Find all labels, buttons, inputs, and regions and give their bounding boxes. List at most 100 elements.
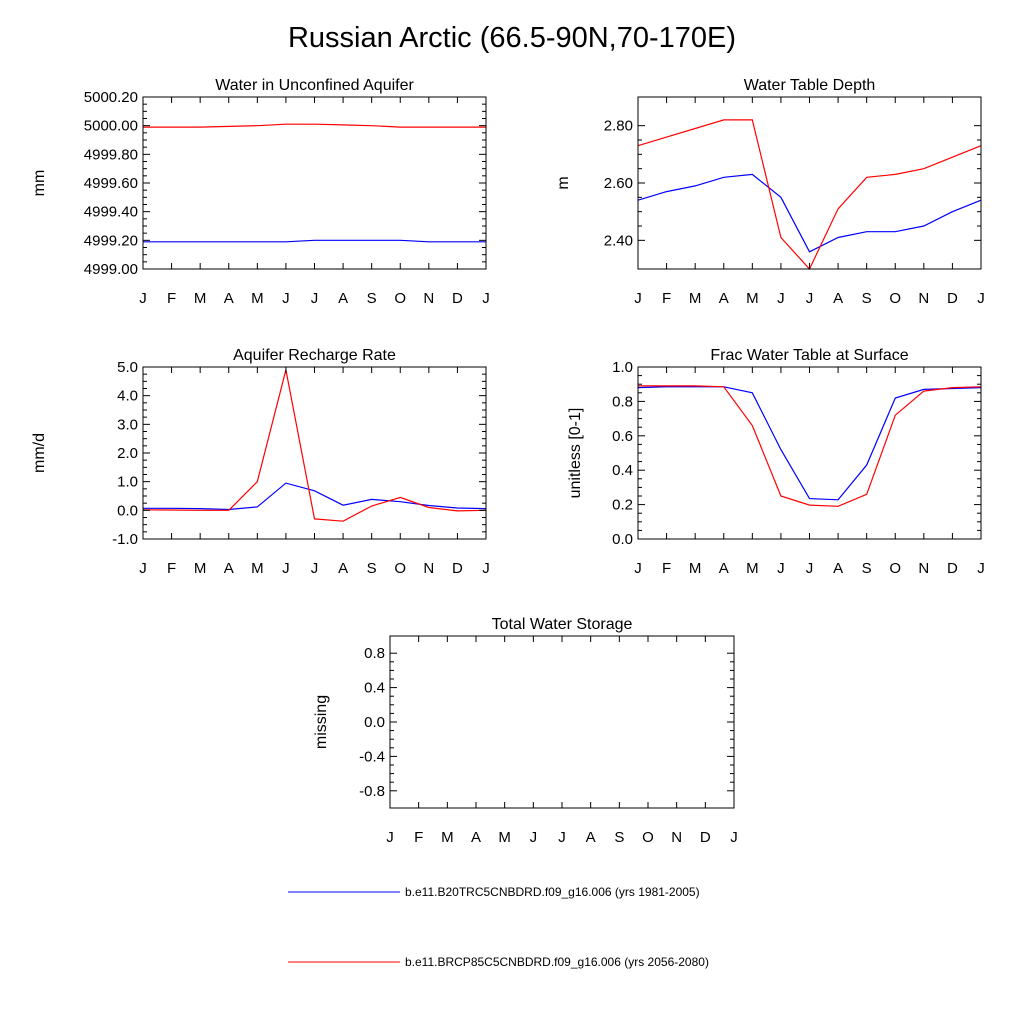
frac-water-table-xtick-label: F xyxy=(662,560,671,577)
unconfined-aquifer-xtick-label: A xyxy=(338,290,348,307)
aquifer-recharge-series-1-line xyxy=(143,482,487,511)
legend: b.e11.B20TRC5CNBDRD.f09_g16.006 (yrs 198… xyxy=(288,885,709,969)
water-table-depth-xtick-label: A xyxy=(719,290,729,307)
total-water-storage-ytick-label: 0.8 xyxy=(364,645,385,662)
frac-water-table-xtick-label: S xyxy=(862,560,872,577)
aquifer-recharge-xtick-label: J xyxy=(282,560,290,577)
unconfined-aquifer-xtick-label: J xyxy=(482,290,490,307)
unconfined-aquifer-plot-frame xyxy=(142,96,487,270)
frac-water-table-xtick-label: J xyxy=(777,560,785,577)
total-water-storage-ytick-label: 0.0 xyxy=(364,714,385,731)
unconfined-aquifer-xtick-label: F xyxy=(167,290,176,307)
unconfined-aquifer-xtick-label: A xyxy=(224,290,234,307)
unconfined-aquifer-xtick-label: J xyxy=(139,290,147,307)
aquifer-recharge-xtick-label: N xyxy=(423,560,434,577)
water-table-depth-xtick-label: J xyxy=(777,290,785,307)
total-water-storage-xtick-label: N xyxy=(671,829,682,846)
aquifer-recharge-ytick-label: 2.0 xyxy=(117,445,138,462)
water-table-depth-xtick-label: J xyxy=(977,290,985,307)
frac-water-table-ytick-label: 0.2 xyxy=(612,497,633,514)
total-water-storage-xtick-label: J xyxy=(386,829,394,846)
total-water-storage-ytick-label: -0.8 xyxy=(359,783,385,800)
aquifer-recharge-xtick-label: J xyxy=(311,560,319,577)
frac-water-table-xtick-label: N xyxy=(918,560,929,577)
aquifer-recharge-xtick-label: J xyxy=(482,560,490,577)
aquifer-recharge-title: Aquifer Recharge Rate xyxy=(233,347,396,364)
aquifer-recharge-xtick-label: F xyxy=(167,560,176,577)
water-table-depth-xtick-label: J xyxy=(634,290,642,307)
aquifer-recharge-xtick-label: M xyxy=(251,560,264,577)
water-table-depth-series-2-line xyxy=(637,119,982,271)
total-water-storage-xtick-label: J xyxy=(530,829,538,846)
frac-water-table-xtick-label: J xyxy=(634,560,642,577)
frac-water-table-series-1-line xyxy=(637,386,982,501)
chart-frac-water-table: Frac Water Table at Surface unitless [0-1… xyxy=(567,347,985,577)
unconfined-aquifer-series-1-line xyxy=(143,239,486,243)
unconfined-aquifer-ylabel: mm xyxy=(31,170,48,197)
aquifer-recharge-xtick-label: A xyxy=(338,560,348,577)
unconfined-aquifer-xtick-label: N xyxy=(423,290,434,307)
aquifer-recharge-ylabel: mm/d xyxy=(31,433,48,473)
total-water-storage-xtick-label: M xyxy=(441,829,454,846)
aquifer-recharge-plot-frame xyxy=(142,366,487,540)
water-table-depth-ytick-label: 2.60 xyxy=(604,175,633,192)
frac-water-table-ytick-label: 0.6 xyxy=(612,428,633,445)
unconfined-aquifer-ytick-label: 4999.20 xyxy=(84,232,138,249)
water-table-depth-xtick-label: O xyxy=(889,290,901,307)
total-water-storage-xtick-label: M xyxy=(498,829,511,846)
frac-water-table-ytick-label: 0.8 xyxy=(612,393,633,410)
total-water-storage-plot-frame xyxy=(389,635,735,809)
water-table-depth-xtick-label: D xyxy=(947,290,958,307)
aquifer-recharge-xtick-label: S xyxy=(367,560,377,577)
frac-water-table-xtick-label: D xyxy=(947,560,958,577)
total-water-storage-xtick-label: D xyxy=(700,829,711,846)
frac-water-table-xtick-label: M xyxy=(746,560,759,577)
total-water-storage-title: Total Water Storage xyxy=(492,616,633,633)
unconfined-aquifer-ytick-label: 4999.80 xyxy=(84,146,138,163)
unconfined-aquifer-xtick-label: J xyxy=(282,290,290,307)
frac-water-table-series-2-line xyxy=(638,385,982,507)
unconfined-aquifer-ytick-label: 5000.20 xyxy=(84,89,138,106)
unconfined-aquifer-ytick-label: 4999.40 xyxy=(84,204,138,221)
unconfined-aquifer-xtick-label: O xyxy=(394,290,406,307)
aquifer-recharge-xtick-label: D xyxy=(452,560,463,577)
total-water-storage-xtick-label: O xyxy=(642,829,654,846)
unconfined-aquifer-ytick-label: 4999.00 xyxy=(84,261,138,278)
water-table-depth-xtick-label: F xyxy=(662,290,671,307)
frac-water-table-title: Frac Water Table at Surface xyxy=(710,347,908,364)
water-table-depth-xtick-label: S xyxy=(862,290,872,307)
water-table-depth-xtick-label: N xyxy=(918,290,929,307)
unconfined-aquifer-ytick-label: 5000.00 xyxy=(84,118,138,135)
frac-water-table-ylabel: unitless [0-1] xyxy=(567,408,584,499)
unconfined-aquifer-ytick-label: 4999.60 xyxy=(84,175,138,192)
unconfined-aquifer-xtick-label: M xyxy=(251,290,264,307)
water-table-depth-xtick-label: A xyxy=(833,290,843,307)
unconfined-aquifer-xtick-label: S xyxy=(367,290,377,307)
unconfined-aquifer-xtick-label: J xyxy=(311,290,319,307)
aquifer-recharge-xtick-label: J xyxy=(139,560,147,577)
water-table-depth-xtick-label: M xyxy=(746,290,759,307)
unconfined-aquifer-series-2-line xyxy=(143,123,486,128)
aquifer-recharge-xtick-label: A xyxy=(224,560,234,577)
frac-water-table-xtick-label: M xyxy=(689,560,702,577)
aquifer-recharge-ytick-label: 5.0 xyxy=(117,359,138,376)
frac-water-table-xtick-label: A xyxy=(719,560,729,577)
unconfined-aquifer-title: Water in Unconfined Aquifer xyxy=(215,77,414,94)
frac-water-table-xtick-label: A xyxy=(833,560,843,577)
frac-water-table-ytick-label: 0.4 xyxy=(612,462,633,479)
frac-water-table-xtick-label: O xyxy=(889,560,901,577)
total-water-storage-xtick-label: A xyxy=(471,829,481,846)
water-table-depth-xtick-label: M xyxy=(689,290,702,307)
legend-label-2: b.e11.BRCP85C5CNBDRD.f09_g16.006 (yrs 20… xyxy=(405,955,709,969)
aquifer-recharge-ytick-label: 0.0 xyxy=(117,502,138,519)
unconfined-aquifer-xtick-label: D xyxy=(452,290,463,307)
frac-water-table-ytick-label: 0.0 xyxy=(612,531,633,548)
aquifer-recharge-series-2-line xyxy=(142,369,487,522)
total-water-storage-xtick-label: F xyxy=(414,829,423,846)
aquifer-recharge-ytick-label: 1.0 xyxy=(117,474,138,491)
